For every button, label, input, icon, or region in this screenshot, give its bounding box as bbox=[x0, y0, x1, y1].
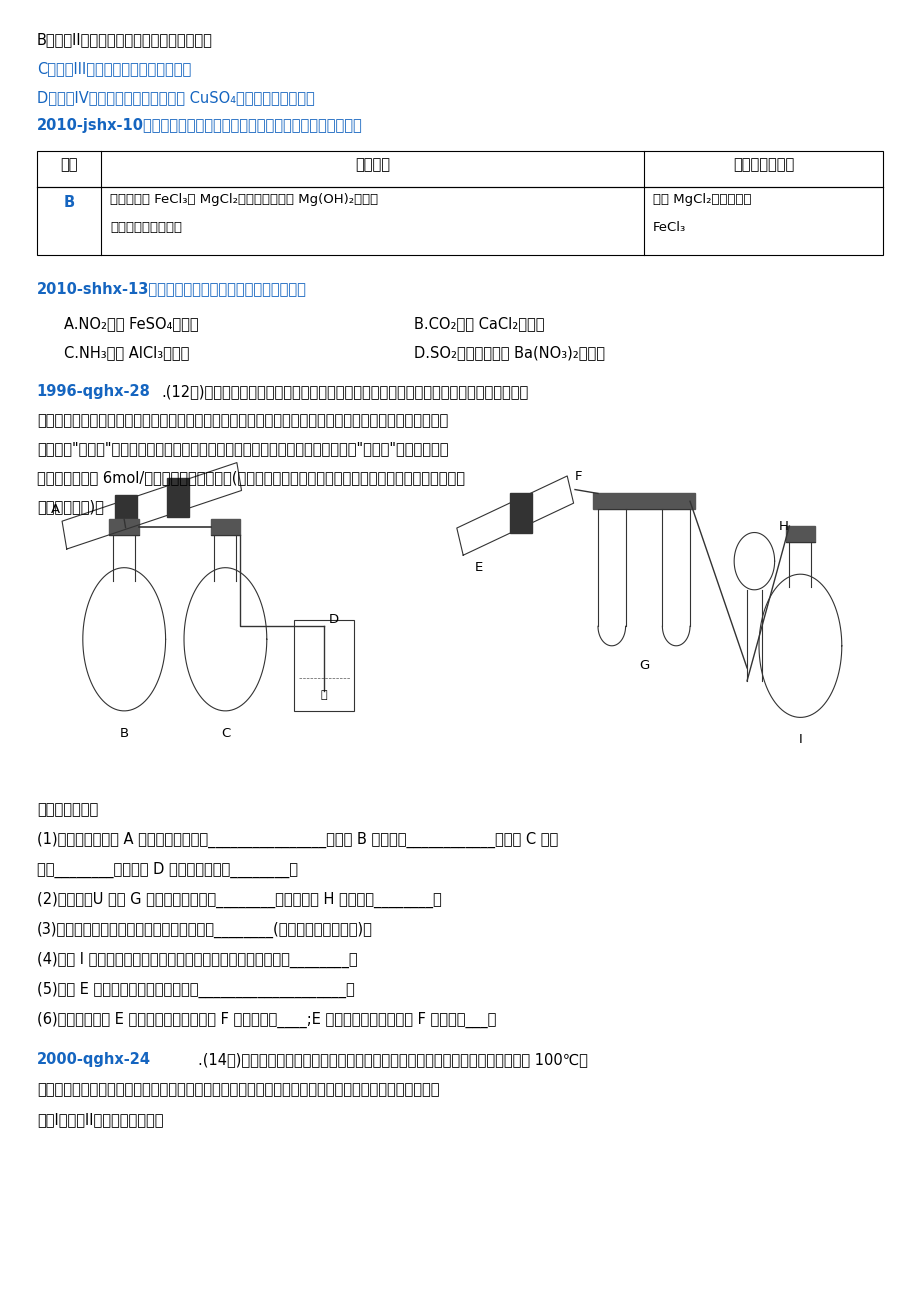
Text: D.SO₂通入已酸化的 Ba(NO₃)₂溶液中: D.SO₂通入已酸化的 Ba(NO₃)₂溶液中 bbox=[414, 345, 605, 361]
Text: FeCl₃: FeCl₃ bbox=[652, 221, 686, 234]
Text: 右时升华。下图是两个学生设计的实验装置，左边的反应装置相同，而右边的产品收集装置则不同，分别: 右时升华。下图是两个学生设计的实验装置，左边的反应装置相同，而右边的产品收集装置… bbox=[37, 1082, 439, 1098]
Text: B: B bbox=[63, 195, 74, 211]
Text: 使用普通铁粉和 6mol/升盐酸，其他试剂自选(装置中必要的铁架台、铁夹、铁圈、石棉网、加热设备等在: 使用普通铁粉和 6mol/升盐酸，其他试剂自选(装置中必要的铁架台、铁夹、铁圈、… bbox=[37, 470, 464, 486]
Text: A: A bbox=[51, 503, 60, 516]
Text: 2010-jshx-10．下列实验操作与预期实验目的或所得实验结论一致的是: 2010-jshx-10．下列实验操作与预期实验目的或所得实验结论一致的是 bbox=[37, 118, 362, 134]
Text: C: C bbox=[221, 727, 230, 740]
Text: 向含有少量 FeCl₃的 MgCl₂溶液中加入足量 Mg(OH)₂粉末，: 向含有少量 FeCl₃的 MgCl₂溶液中加入足量 Mg(OH)₂粉末， bbox=[110, 193, 378, 206]
Text: B: B bbox=[119, 727, 129, 740]
Text: D: D bbox=[329, 613, 339, 626]
Text: (3)两套装置中，在实验时需要加热的仪器是________(填该仪器对应的字母)。: (3)两套装置中，在实验时需要加热的仪器是________(填该仪器对应的字母)… bbox=[37, 922, 372, 937]
Text: (6)为了安全，在 E 管中的反应发生前，在 F 出口处必须____;E 管中的反应开始后，在 F 出口处应___。: (6)为了安全，在 E 管中的反应发生前，在 F 出口处必须____;E 管中的… bbox=[37, 1012, 495, 1027]
Text: 图中均已略去)。: 图中均已略去)。 bbox=[37, 499, 104, 514]
Text: 除去 MgCl₂溶液中少量: 除去 MgCl₂溶液中少量 bbox=[652, 193, 751, 206]
Text: H: H bbox=[778, 519, 789, 533]
Text: .(14分)实验室可用氯气与金属反应制备无水三氯化铁，该化合物呈棕红色、易潮解 100℃左: .(14分)实验室可用氯气与金属反应制备无水三氯化铁，该化合物呈棕红色、易潮解 … bbox=[198, 1052, 587, 1068]
Bar bbox=[294, 620, 354, 711]
Bar bbox=[509, 493, 531, 533]
Text: 所以俗称"引火铁"。请分别用下图中示意的两套仪器装置，制取上述铁的氧化物和"引火铁"。实验中必须: 所以俗称"引火铁"。请分别用下图中示意的两套仪器装置，制取上述铁的氧化物和"引火… bbox=[37, 441, 448, 457]
Text: (2)实验时，U 型管 G 中应加入的试剂是________；长颈漏斗 H 中应加入________。: (2)实验时，U 型管 G 中应加入的试剂是________；长颈漏斗 H 中应… bbox=[37, 892, 441, 907]
Text: 1996-qghx-28: 1996-qghx-28 bbox=[37, 384, 151, 400]
Text: E: E bbox=[474, 561, 482, 574]
Text: 如（I）和（II）所示。试回答：: 如（I）和（II）所示。试回答： bbox=[37, 1112, 164, 1128]
Text: 实验操作: 实验操作 bbox=[355, 158, 390, 173]
Bar bbox=[593, 493, 694, 509]
Bar bbox=[115, 495, 137, 534]
Bar bbox=[210, 519, 240, 535]
Text: 选项: 选项 bbox=[60, 158, 78, 173]
Text: D．实验IV：放置一段时间后，饱和 CuSO₄溶液中出现蓝色晶体: D．实验IV：放置一段时间后，饱和 CuSO₄溶液中出现蓝色晶体 bbox=[37, 90, 314, 105]
Text: G: G bbox=[638, 659, 649, 672]
Text: 冰: 冰 bbox=[321, 690, 327, 700]
Text: 填写下列空白：: 填写下列空白： bbox=[37, 802, 98, 818]
Bar bbox=[785, 526, 814, 542]
Text: 搅拌一段时间后过滤: 搅拌一段时间后过滤 bbox=[110, 221, 182, 234]
Bar bbox=[109, 519, 139, 535]
Text: (4)烧瓶 I 中发生的反应有时要加入少量硫酸铜溶液，其目的是________。: (4)烧瓶 I 中发生的反应有时要加入少量硫酸铜溶液，其目的是________。 bbox=[37, 952, 357, 967]
Text: B．实验II：烧杯中先出现白色沉淀，后溶解: B．实验II：烧杯中先出现白色沉淀，后溶解 bbox=[37, 33, 212, 48]
Text: A.NO₂通入 FeSO₄溶液中: A.NO₂通入 FeSO₄溶液中 bbox=[64, 316, 199, 332]
Text: .(12分)在一定条件下用普通铁粉和水蒸气反应，可以得到铁的氧化物。该氧化物又可以经过: .(12分)在一定条件下用普通铁粉和水蒸气反应，可以得到铁的氧化物。该氧化物又可… bbox=[161, 384, 528, 400]
Bar bbox=[167, 478, 189, 517]
Text: F: F bbox=[574, 470, 582, 483]
Text: 2010-shhx-13．下列实验过程中，始终无明显现象的是: 2010-shhx-13．下列实验过程中，始终无明显现象的是 bbox=[37, 281, 306, 297]
Text: B.CO₂通入 CaCl₂溶液中: B.CO₂通入 CaCl₂溶液中 bbox=[414, 316, 544, 332]
Text: I: I bbox=[798, 733, 801, 746]
Text: (5)试管 E 中发生反应的化学方程式是____________________。: (5)试管 E 中发生反应的化学方程式是____________________… bbox=[37, 982, 354, 997]
Text: 用是________；在试管 D 中收集得到的是________。: 用是________；在试管 D 中收集得到的是________。 bbox=[37, 862, 298, 878]
Text: 实验目的或结论: 实验目的或结论 bbox=[732, 158, 793, 173]
Text: C.NH₃通入 AlCl₃溶液中: C.NH₃通入 AlCl₃溶液中 bbox=[64, 345, 189, 361]
Text: 2000-qghx-24: 2000-qghx-24 bbox=[37, 1052, 151, 1068]
Text: (1)实验进行时试管 A 中应加入的试剂是________________；烧瓶 B 的作用是____________；烧瓶 C 的作: (1)实验进行时试管 A 中应加入的试剂是________________；烧瓶… bbox=[37, 832, 558, 848]
Bar bbox=[37, 151, 882, 255]
Text: C．实验III：试管中溶液颜色变为红色: C．实验III：试管中溶液颜色变为红色 bbox=[37, 61, 191, 77]
Text: 此反应的逆反应，生成颗粒很细的铁粉。这种铁粉具有很高的反应活性，在空气中受撞击或受热时会燃烧，: 此反应的逆反应，生成颗粒很细的铁粉。这种铁粉具有很高的反应活性，在空气中受撞击或… bbox=[37, 413, 448, 428]
